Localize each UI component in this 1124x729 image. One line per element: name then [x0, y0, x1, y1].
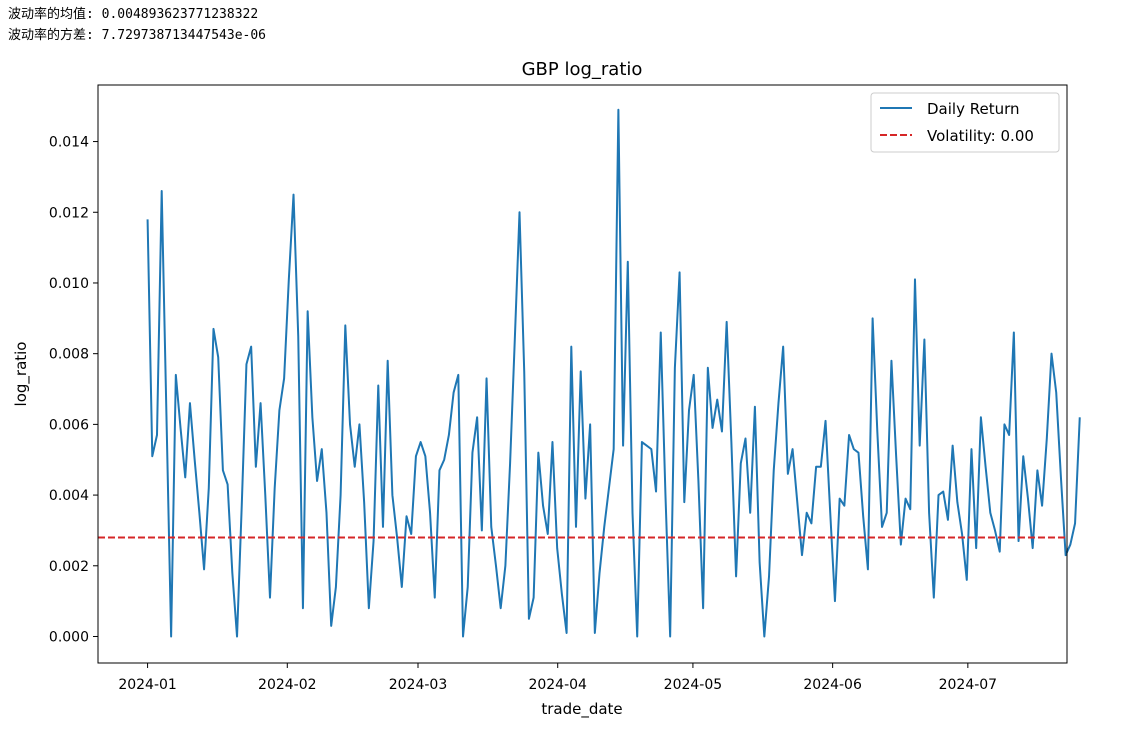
y-tick-label: 0.014 — [49, 135, 89, 151]
chart-title: GBP log_ratio — [522, 59, 643, 80]
x-tick-label: 2024-04 — [528, 677, 587, 693]
y-tick-label: 0.010 — [49, 276, 89, 292]
x-tick-label: 2024-06 — [803, 677, 862, 693]
x-tick-label: 2024-03 — [389, 677, 448, 693]
x-axis: 2024-01 2024-02 2024-03 2024-04 2024-05 2024-… — [118, 663, 997, 693]
x-tick-label: 2024-01 — [118, 677, 177, 693]
legend: Daily Return Volatility: 0.00 — [870, 92, 1060, 153]
x-tick-label: 2024-02 — [258, 677, 317, 693]
y-tick-label: 0.002 — [49, 559, 89, 575]
y-tick-label: 0.000 — [49, 629, 89, 645]
x-axis-label: trade_date — [541, 700, 622, 719]
legend-label-volatility: Volatility: 0.00 — [927, 127, 1034, 145]
legend-box — [870, 92, 1060, 153]
y-tick-label: 0.004 — [49, 488, 89, 504]
y-tick-label: 0.008 — [49, 347, 89, 363]
series-layer — [98, 108, 1081, 638]
x-tick-label: 2024-05 — [664, 677, 723, 693]
y-axis: 0.000 0.002 0.004 0.006 0.008 0.010 0.012 0.014 — [49, 135, 98, 645]
console-output: 波动率的均值: 0.004893623771238322 波动率的方差: 7.72… — [8, 4, 266, 46]
legend-label-daily-return: Daily Return — [927, 100, 1020, 118]
x-tick-label: 2024-07 — [939, 677, 998, 693]
y-tick-label: 0.012 — [49, 205, 89, 221]
variance-output-line: 波动率的方差: 7.729738713447543e-06 — [8, 28, 267, 43]
plot-frame — [97, 84, 1068, 664]
y-tick-label: 0.006 — [49, 417, 89, 433]
mean-output-line: 波动率的均值: 0.004893623771238322 — [8, 7, 259, 22]
plot-area — [98, 85, 1067, 663]
daily-return-line — [146, 108, 1081, 638]
y-axis-label: log_ratio — [12, 342, 31, 407]
